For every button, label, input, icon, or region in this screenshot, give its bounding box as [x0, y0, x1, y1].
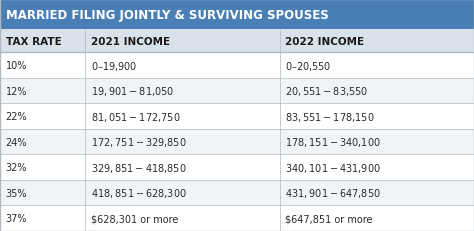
Text: TAX RATE: TAX RATE	[6, 36, 62, 47]
Text: 12%: 12%	[6, 86, 27, 96]
Text: MARRIED FILING JOINTLY & SURVIVING SPOUSES: MARRIED FILING JOINTLY & SURVIVING SPOUS…	[6, 9, 328, 21]
Text: $418,851 - $628,300: $418,851 - $628,300	[91, 186, 187, 199]
Text: $178,151 - $340,100: $178,151 - $340,100	[285, 136, 381, 149]
Text: 37%: 37%	[6, 213, 27, 223]
FancyBboxPatch shape	[0, 155, 474, 180]
Text: 32%: 32%	[6, 162, 27, 173]
Text: 35%: 35%	[6, 188, 27, 198]
FancyBboxPatch shape	[0, 180, 474, 206]
Text: $19,901 - $81,050: $19,901 - $81,050	[91, 85, 174, 98]
Text: $0–$19,900: $0–$19,900	[91, 59, 137, 72]
Text: $329,851 - $418,850: $329,851 - $418,850	[91, 161, 187, 174]
Text: 2022 INCOME: 2022 INCOME	[285, 36, 365, 47]
FancyBboxPatch shape	[0, 79, 474, 104]
FancyBboxPatch shape	[0, 30, 474, 53]
Text: $0–$20,550: $0–$20,550	[285, 59, 332, 72]
Text: $20,551 - $83,550: $20,551 - $83,550	[285, 85, 369, 98]
Text: $431,901 - $647,850: $431,901 - $647,850	[285, 186, 381, 199]
FancyBboxPatch shape	[0, 53, 474, 79]
Text: $83,551 - $178,150: $83,551 - $178,150	[285, 110, 375, 123]
Text: 24%: 24%	[6, 137, 27, 147]
FancyBboxPatch shape	[0, 206, 474, 231]
Text: $628,301 or more: $628,301 or more	[91, 213, 178, 223]
Text: $647,851 or more: $647,851 or more	[285, 213, 373, 223]
Text: 10%: 10%	[6, 61, 27, 71]
Text: $340,101 - $431,900: $340,101 - $431,900	[285, 161, 381, 174]
Text: $81,051 - $172,750: $81,051 - $172,750	[91, 110, 181, 123]
Text: 2021 INCOME: 2021 INCOME	[91, 36, 170, 47]
FancyBboxPatch shape	[0, 129, 474, 155]
FancyBboxPatch shape	[0, 104, 474, 129]
Text: $172,751 - $329,850: $172,751 - $329,850	[91, 136, 187, 149]
FancyBboxPatch shape	[0, 0, 474, 30]
Text: 22%: 22%	[6, 112, 27, 122]
